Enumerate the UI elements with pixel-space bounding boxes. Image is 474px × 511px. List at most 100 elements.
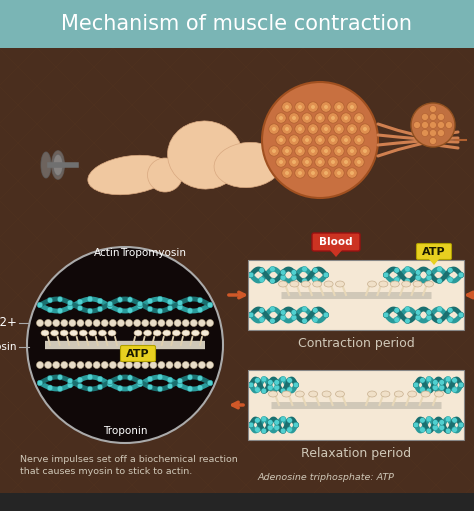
Ellipse shape: [394, 391, 403, 397]
Ellipse shape: [425, 281, 434, 287]
Circle shape: [302, 307, 307, 312]
Circle shape: [279, 116, 283, 120]
Circle shape: [292, 138, 296, 142]
Circle shape: [157, 386, 163, 392]
Circle shape: [137, 379, 143, 385]
Circle shape: [267, 420, 273, 425]
Circle shape: [302, 266, 307, 272]
Circle shape: [261, 428, 267, 434]
Circle shape: [437, 278, 442, 284]
Ellipse shape: [99, 330, 107, 336]
Circle shape: [280, 270, 286, 275]
Circle shape: [405, 307, 410, 312]
Circle shape: [177, 300, 183, 306]
Circle shape: [197, 297, 203, 303]
Circle shape: [321, 146, 331, 156]
Circle shape: [37, 302, 43, 308]
Circle shape: [97, 384, 103, 390]
Circle shape: [419, 417, 425, 423]
Circle shape: [261, 376, 267, 382]
Circle shape: [411, 103, 455, 147]
Circle shape: [426, 388, 432, 393]
Circle shape: [415, 270, 421, 275]
Circle shape: [363, 127, 367, 131]
Circle shape: [354, 113, 364, 123]
Circle shape: [248, 422, 254, 428]
Circle shape: [298, 171, 302, 175]
Circle shape: [383, 272, 389, 278]
Circle shape: [344, 160, 348, 164]
Circle shape: [312, 268, 318, 273]
Text: Mechanism of muscle contraction: Mechanism of muscle contraction: [62, 14, 412, 34]
Circle shape: [458, 422, 464, 428]
Circle shape: [274, 380, 280, 385]
Circle shape: [207, 302, 213, 308]
Circle shape: [383, 272, 389, 278]
Circle shape: [36, 319, 44, 327]
Circle shape: [157, 308, 163, 314]
Circle shape: [267, 385, 273, 390]
Ellipse shape: [367, 281, 376, 287]
Circle shape: [167, 306, 173, 311]
Circle shape: [323, 272, 329, 278]
Circle shape: [109, 361, 116, 368]
Circle shape: [308, 102, 318, 112]
Circle shape: [77, 306, 83, 311]
Circle shape: [308, 146, 318, 156]
Circle shape: [419, 387, 425, 392]
Circle shape: [295, 146, 305, 156]
Circle shape: [255, 378, 260, 383]
Circle shape: [158, 361, 165, 368]
Circle shape: [344, 116, 348, 120]
Circle shape: [447, 308, 453, 313]
Circle shape: [295, 124, 305, 134]
Circle shape: [118, 361, 125, 368]
Circle shape: [36, 361, 44, 368]
Circle shape: [419, 427, 425, 432]
Circle shape: [421, 129, 428, 136]
Circle shape: [413, 382, 419, 388]
Circle shape: [311, 127, 315, 131]
Circle shape: [97, 298, 103, 304]
Circle shape: [291, 275, 297, 281]
Circle shape: [426, 376, 432, 382]
Circle shape: [207, 302, 213, 308]
Circle shape: [415, 315, 421, 320]
Circle shape: [432, 420, 438, 425]
Circle shape: [308, 168, 318, 178]
Ellipse shape: [144, 330, 152, 336]
Text: Ca2+: Ca2+: [0, 316, 17, 330]
Circle shape: [334, 102, 344, 112]
Circle shape: [341, 113, 351, 123]
Circle shape: [77, 299, 83, 305]
Circle shape: [354, 157, 364, 167]
Circle shape: [280, 428, 286, 434]
Circle shape: [187, 386, 193, 391]
Bar: [0, 0, 474, 48]
Circle shape: [57, 308, 63, 314]
Text: Blood: Blood: [319, 237, 353, 247]
Circle shape: [248, 312, 254, 318]
Circle shape: [166, 361, 173, 368]
Circle shape: [118, 319, 125, 327]
Circle shape: [347, 102, 357, 112]
Circle shape: [321, 102, 331, 112]
Circle shape: [282, 102, 292, 112]
Circle shape: [298, 149, 302, 153]
Circle shape: [447, 317, 453, 322]
Circle shape: [127, 297, 133, 303]
Circle shape: [305, 116, 309, 120]
Circle shape: [344, 138, 348, 142]
Circle shape: [302, 318, 307, 323]
Circle shape: [331, 138, 335, 142]
Circle shape: [174, 319, 181, 327]
Circle shape: [293, 382, 299, 388]
Circle shape: [166, 319, 173, 327]
Ellipse shape: [336, 281, 345, 287]
Circle shape: [85, 319, 92, 327]
Circle shape: [107, 301, 113, 307]
Circle shape: [324, 127, 328, 131]
Circle shape: [270, 266, 275, 272]
Circle shape: [429, 113, 437, 121]
Ellipse shape: [381, 391, 390, 397]
